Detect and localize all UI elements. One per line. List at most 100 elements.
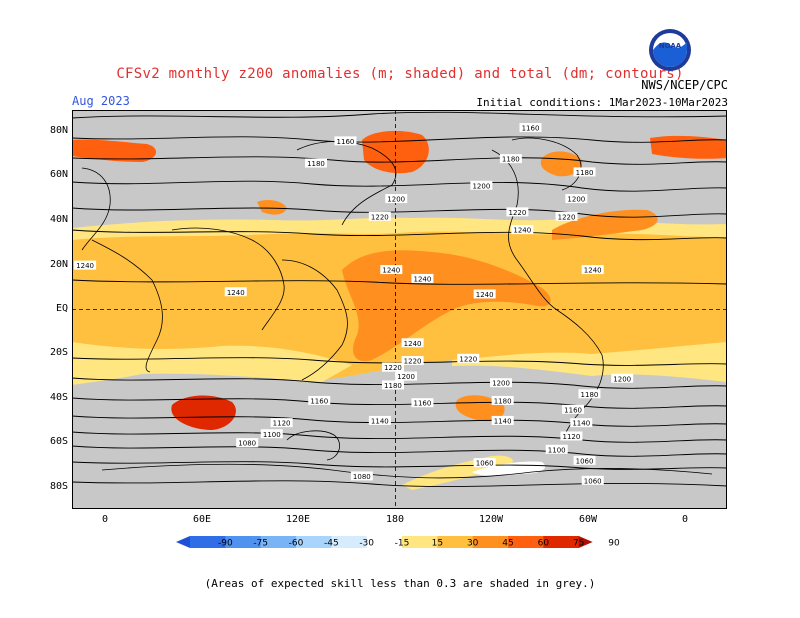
contour-label-bg xyxy=(395,371,418,381)
contour-label: 1140 xyxy=(494,417,512,425)
contour-label: 1140 xyxy=(371,417,389,425)
colorbar-tick-label: 45 xyxy=(502,539,513,549)
contour-label: 1200 xyxy=(567,196,585,204)
colorbar-tick-label: -15 xyxy=(395,539,410,549)
contour-label-bg xyxy=(381,380,404,390)
colorbar-swatch xyxy=(508,536,544,548)
contour-label-bg xyxy=(334,136,357,146)
map-title: CFSv2 monthly z200 anomalies (m; shaded)… xyxy=(116,66,684,82)
lon-label-0-east: 0 xyxy=(681,514,689,525)
colorbar-tick-label: -75 xyxy=(253,539,268,549)
colorbar-swatch xyxy=(225,536,262,548)
contour-label-bg xyxy=(555,211,578,221)
contour-label-bg xyxy=(573,167,596,177)
contour-label-bg xyxy=(411,273,434,283)
contour-label: 1160 xyxy=(522,125,540,133)
contour-label: 1240 xyxy=(382,267,400,275)
colorbar-swatch xyxy=(366,536,403,548)
contour-label: 1240 xyxy=(404,340,422,348)
anomaly-60-nw xyxy=(72,139,157,162)
lon-label-60e: 60E xyxy=(192,514,212,525)
contour-label-bg xyxy=(308,395,331,405)
contour-label-bg xyxy=(224,287,247,297)
contour-label-bg xyxy=(411,398,434,408)
contour-label-bg xyxy=(491,415,514,425)
colorbar-tick-label: -90 xyxy=(218,539,233,549)
svg-text:NOAA: NOAA xyxy=(659,42,682,50)
contour-label: 1100 xyxy=(548,446,566,454)
lon-label-60w: 60W xyxy=(578,514,598,525)
anomaly-45-60-pacific xyxy=(342,250,551,362)
forecast-month: Aug 2023 xyxy=(72,94,130,108)
contour-label-bg xyxy=(236,438,259,448)
contour-label: 1060 xyxy=(584,477,602,485)
colorbar-tick-label: 15 xyxy=(432,539,443,549)
anomaly-15-30-south-east xyxy=(452,342,727,382)
contour-label: 1220 xyxy=(384,364,402,372)
color-scale-legend: -90 -75 -60 -45 -30 -15 15 30 45 60 75 90 xyxy=(176,536,620,549)
anomaly-map: 1160 1160 1180 1180 1180 1200 1200 1200 1220 1220… xyxy=(72,110,727,509)
contour-label-bg xyxy=(380,265,403,275)
contour-label: 1180 xyxy=(384,382,402,390)
contour-label-bg xyxy=(385,194,408,204)
contour-label: 1160 xyxy=(337,138,355,146)
contour-label: 1240 xyxy=(513,227,531,235)
contour-label: 1160 xyxy=(414,400,432,408)
colorbar-swatch xyxy=(296,536,332,548)
contour-label: 1180 xyxy=(307,160,325,168)
colorbar-tick-label: -60 xyxy=(289,539,304,549)
colorbar-swatch xyxy=(260,536,297,548)
colorbar-swatch xyxy=(402,536,438,548)
contour-label: 1220 xyxy=(558,213,576,221)
colorbar-swatch xyxy=(437,536,474,548)
lat-label-20n: 20N xyxy=(49,259,68,270)
colorbar-tick-label: 30 xyxy=(467,539,479,549)
contour-label-bg xyxy=(490,378,513,388)
contour-label: 1240 xyxy=(414,275,432,283)
contour-label: 1200 xyxy=(472,182,490,190)
lon-label-120w: 120W xyxy=(478,514,504,525)
colorbar-swatch xyxy=(543,536,580,548)
contour-label-bg xyxy=(560,431,583,441)
contour-label-bg xyxy=(499,154,522,164)
contour-label-bg xyxy=(511,225,534,235)
contour-label-bg xyxy=(401,356,424,366)
lon-label-180: 180 xyxy=(385,514,405,525)
contour-label-bg xyxy=(562,404,585,414)
contour-label-bg xyxy=(545,444,568,454)
contour-label: 1220 xyxy=(459,355,477,363)
lat-label-80s: 80S xyxy=(49,481,68,492)
contour-label: 1200 xyxy=(387,196,405,204)
contour-label-bg xyxy=(401,338,424,348)
anomaly-60-75-indian xyxy=(171,395,236,430)
contour-label: 1240 xyxy=(476,291,494,299)
anomaly-60-ne xyxy=(650,135,727,159)
colorbar-arrow-right xyxy=(578,536,593,548)
colorbar-tick-label: 75 xyxy=(573,539,584,549)
contour-label-bg xyxy=(611,373,634,383)
anomaly-15-30-north xyxy=(72,217,727,240)
contour-label: 1180 xyxy=(581,391,599,399)
anomaly-45-greenland xyxy=(540,151,583,177)
lon-label-0: 0 xyxy=(101,514,109,525)
contour-label-bg xyxy=(573,455,596,465)
lat-label-60n: 60N xyxy=(49,169,68,180)
contour-label-bg xyxy=(470,180,493,190)
lat-label-40s: 40S xyxy=(49,392,68,403)
contour-label: 1160 xyxy=(310,397,328,405)
contour-label: 1140 xyxy=(572,420,590,428)
contour-label-bg xyxy=(506,207,529,217)
contour-label: 1120 xyxy=(273,420,291,428)
noaa-logo-icon: NOAA xyxy=(649,29,691,71)
contour-label-bg xyxy=(457,353,480,363)
contour-label-bg xyxy=(260,429,283,439)
contour-label-bg xyxy=(368,415,391,425)
anomaly-45-europe xyxy=(257,200,287,215)
lat-label-eq: EQ xyxy=(55,303,68,314)
contour-label-bg xyxy=(304,158,327,168)
contour-label: 1120 xyxy=(563,433,581,441)
contour-label: 1200 xyxy=(492,380,510,388)
agency-label: NWS/NCEP/CPC xyxy=(641,78,728,92)
colorbar-tick-label: 60 xyxy=(538,539,550,549)
contour-label: 1060 xyxy=(476,460,494,468)
